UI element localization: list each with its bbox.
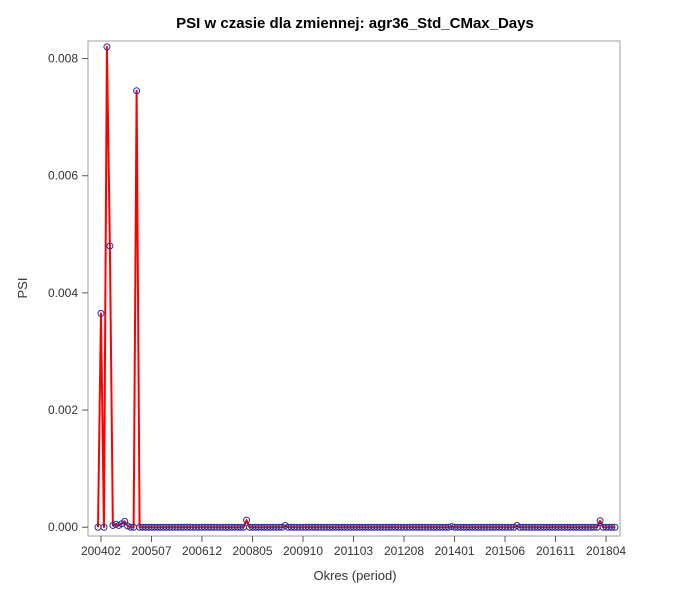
x-tick-label: 201103 bbox=[334, 544, 373, 558]
x-tick-label: 201611 bbox=[536, 544, 575, 558]
data-point bbox=[97, 309, 105, 317]
data-point bbox=[133, 87, 141, 95]
y-tick-label: 0.006 bbox=[48, 169, 78, 183]
y-tick-label: 0.000 bbox=[48, 520, 78, 534]
y-axis-label: PSI bbox=[15, 278, 30, 299]
plot-frame bbox=[87, 40, 621, 537]
data-point bbox=[237, 523, 245, 531]
chart-title: PSI w czasie dla zmiennej: agr36_Std_CMa… bbox=[176, 15, 534, 32]
x-tick-label: 200402 bbox=[81, 544, 121, 558]
x-tick-label: 201401 bbox=[435, 544, 475, 558]
x-tick-label: 201804 bbox=[586, 544, 626, 558]
data-point bbox=[590, 523, 598, 531]
x-tick-label: 201506 bbox=[485, 544, 525, 558]
data-point bbox=[100, 523, 108, 531]
x-tick-label: 200507 bbox=[131, 544, 171, 558]
x-axis: 200402 200507 200612 200805 200910 201103 2012… bbox=[81, 536, 626, 558]
x-axis-label: Okres (period) bbox=[313, 568, 396, 583]
y-tick-label: 0.002 bbox=[48, 403, 78, 417]
data-point bbox=[243, 516, 251, 524]
series-line-group bbox=[97, 45, 615, 529]
data-point bbox=[106, 242, 114, 250]
data-point bbox=[127, 523, 135, 531]
x-tick-label: 200612 bbox=[182, 544, 222, 558]
series-line bbox=[97, 45, 615, 529]
data-point bbox=[596, 517, 604, 525]
data-point bbox=[608, 523, 616, 531]
x-tick-label: 200910 bbox=[283, 544, 323, 558]
x-tick-label: 201208 bbox=[384, 544, 424, 558]
series-markers bbox=[94, 43, 619, 531]
data-point bbox=[611, 523, 619, 531]
y-tick-label: 0.008 bbox=[48, 52, 78, 66]
data-point bbox=[103, 43, 111, 51]
y-axis: 0.000 0.002 0.004 0.006 0.008 bbox=[48, 52, 88, 534]
x-tick-label: 200805 bbox=[232, 544, 272, 558]
y-tick-label: 0.004 bbox=[48, 286, 78, 300]
